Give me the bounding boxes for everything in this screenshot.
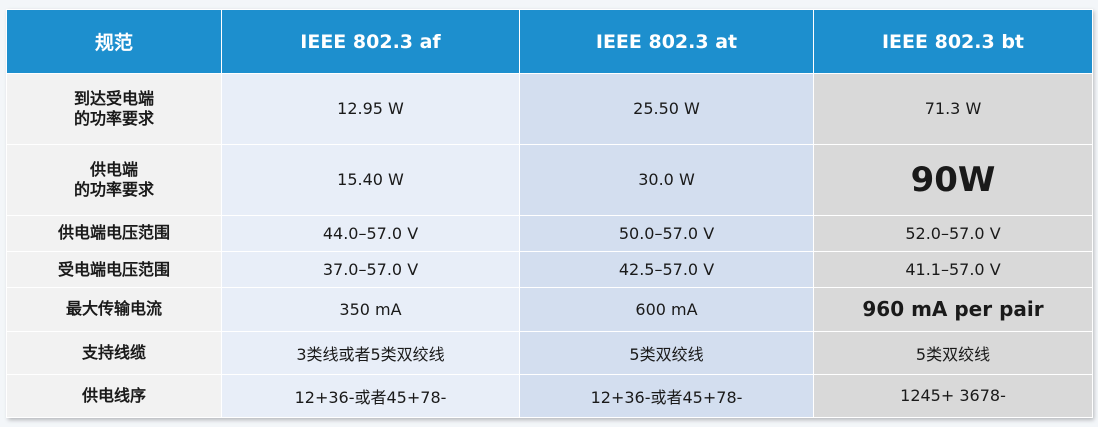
header-af: IEEE 802.3 af — [221, 9, 520, 74]
row-label: 到达受电端 的功率要求 — [6, 73, 222, 145]
cell-af: 15.40 W — [221, 143, 520, 216]
cell-at: 12+36-或者45+78- — [519, 373, 814, 419]
cell-at: 42.5–57.0 V — [519, 251, 814, 289]
poe-standards-table: 规范 IEEE 802.3 af IEEE 802.3 at IEEE 802.… — [6, 9, 1093, 419]
cell-af: 3类线或者5类双绞线 — [221, 330, 520, 375]
row-label-line: 的功率要求 — [73, 108, 154, 128]
poe-standards-table-container: 规范 IEEE 802.3 af IEEE 802.3 at IEEE 802.… — [6, 9, 1093, 419]
cell-bt: 41.1–57.0 V — [813, 251, 1093, 289]
cell-bt: 5类双绞线 — [813, 330, 1093, 375]
header-row: 规范 IEEE 802.3 af IEEE 802.3 at IEEE 802.… — [6, 9, 1093, 74]
table-row: 受电端电压范围 37.0–57.0 V 42.5–57.0 V 41.1–57.… — [6, 251, 1093, 289]
table-row: 支持线缆 3类线或者5类双绞线 5类双绞线 5类双绞线 — [6, 330, 1093, 375]
cell-at: 25.50 W — [519, 73, 814, 145]
cell-af: 44.0–57.0 V — [221, 214, 520, 253]
table-row: 供电线序 12+36-或者45+78- 12+36-或者45+78- 1245+… — [6, 373, 1093, 419]
row-label: 受电端电压范围 — [6, 251, 222, 289]
cell-bt: 1245+ 3678- — [813, 373, 1093, 419]
row-label: 支持线缆 — [6, 330, 222, 375]
header-spec: 规范 — [6, 9, 222, 74]
cell-at: 600 mA — [519, 287, 814, 332]
cell-af: 37.0–57.0 V — [221, 251, 520, 289]
row-label-line: 供电端 — [89, 159, 138, 179]
cell-af: 12.95 W — [221, 73, 520, 145]
header-bt: IEEE 802.3 bt — [813, 9, 1093, 74]
row-label-line: 的功率要求 — [73, 179, 154, 199]
cell-bt: 52.0–57.0 V — [813, 214, 1093, 253]
table-row: 供电端 的功率要求 15.40 W 30.0 W 90W — [6, 143, 1093, 216]
table-row: 最大传输电流 350 mA 600 mA 960 mA per pair — [6, 287, 1093, 332]
cell-at: 30.0 W — [519, 143, 814, 216]
table-row: 到达受电端 的功率要求 12.95 W 25.50 W 71.3 W — [6, 73, 1093, 145]
cell-at: 5类双绞线 — [519, 330, 814, 375]
cell-bt: 960 mA per pair — [813, 287, 1093, 332]
row-label: 供电端电压范围 — [6, 214, 222, 253]
row-label: 供电线序 — [6, 373, 222, 419]
cell-af: 350 mA — [221, 287, 520, 332]
cell-bt: 90W — [813, 143, 1093, 216]
cell-bt: 71.3 W — [813, 73, 1093, 145]
row-label: 最大传输电流 — [6, 287, 222, 332]
row-label-line: 到达受电端 — [73, 88, 154, 108]
table-row: 供电端电压范围 44.0–57.0 V 50.0–57.0 V 52.0–57.… — [6, 214, 1093, 253]
cell-at: 50.0–57.0 V — [519, 214, 814, 253]
header-at: IEEE 802.3 at — [519, 9, 814, 74]
row-label: 供电端 的功率要求 — [6, 143, 222, 216]
cell-af: 12+36-或者45+78- — [221, 373, 520, 419]
